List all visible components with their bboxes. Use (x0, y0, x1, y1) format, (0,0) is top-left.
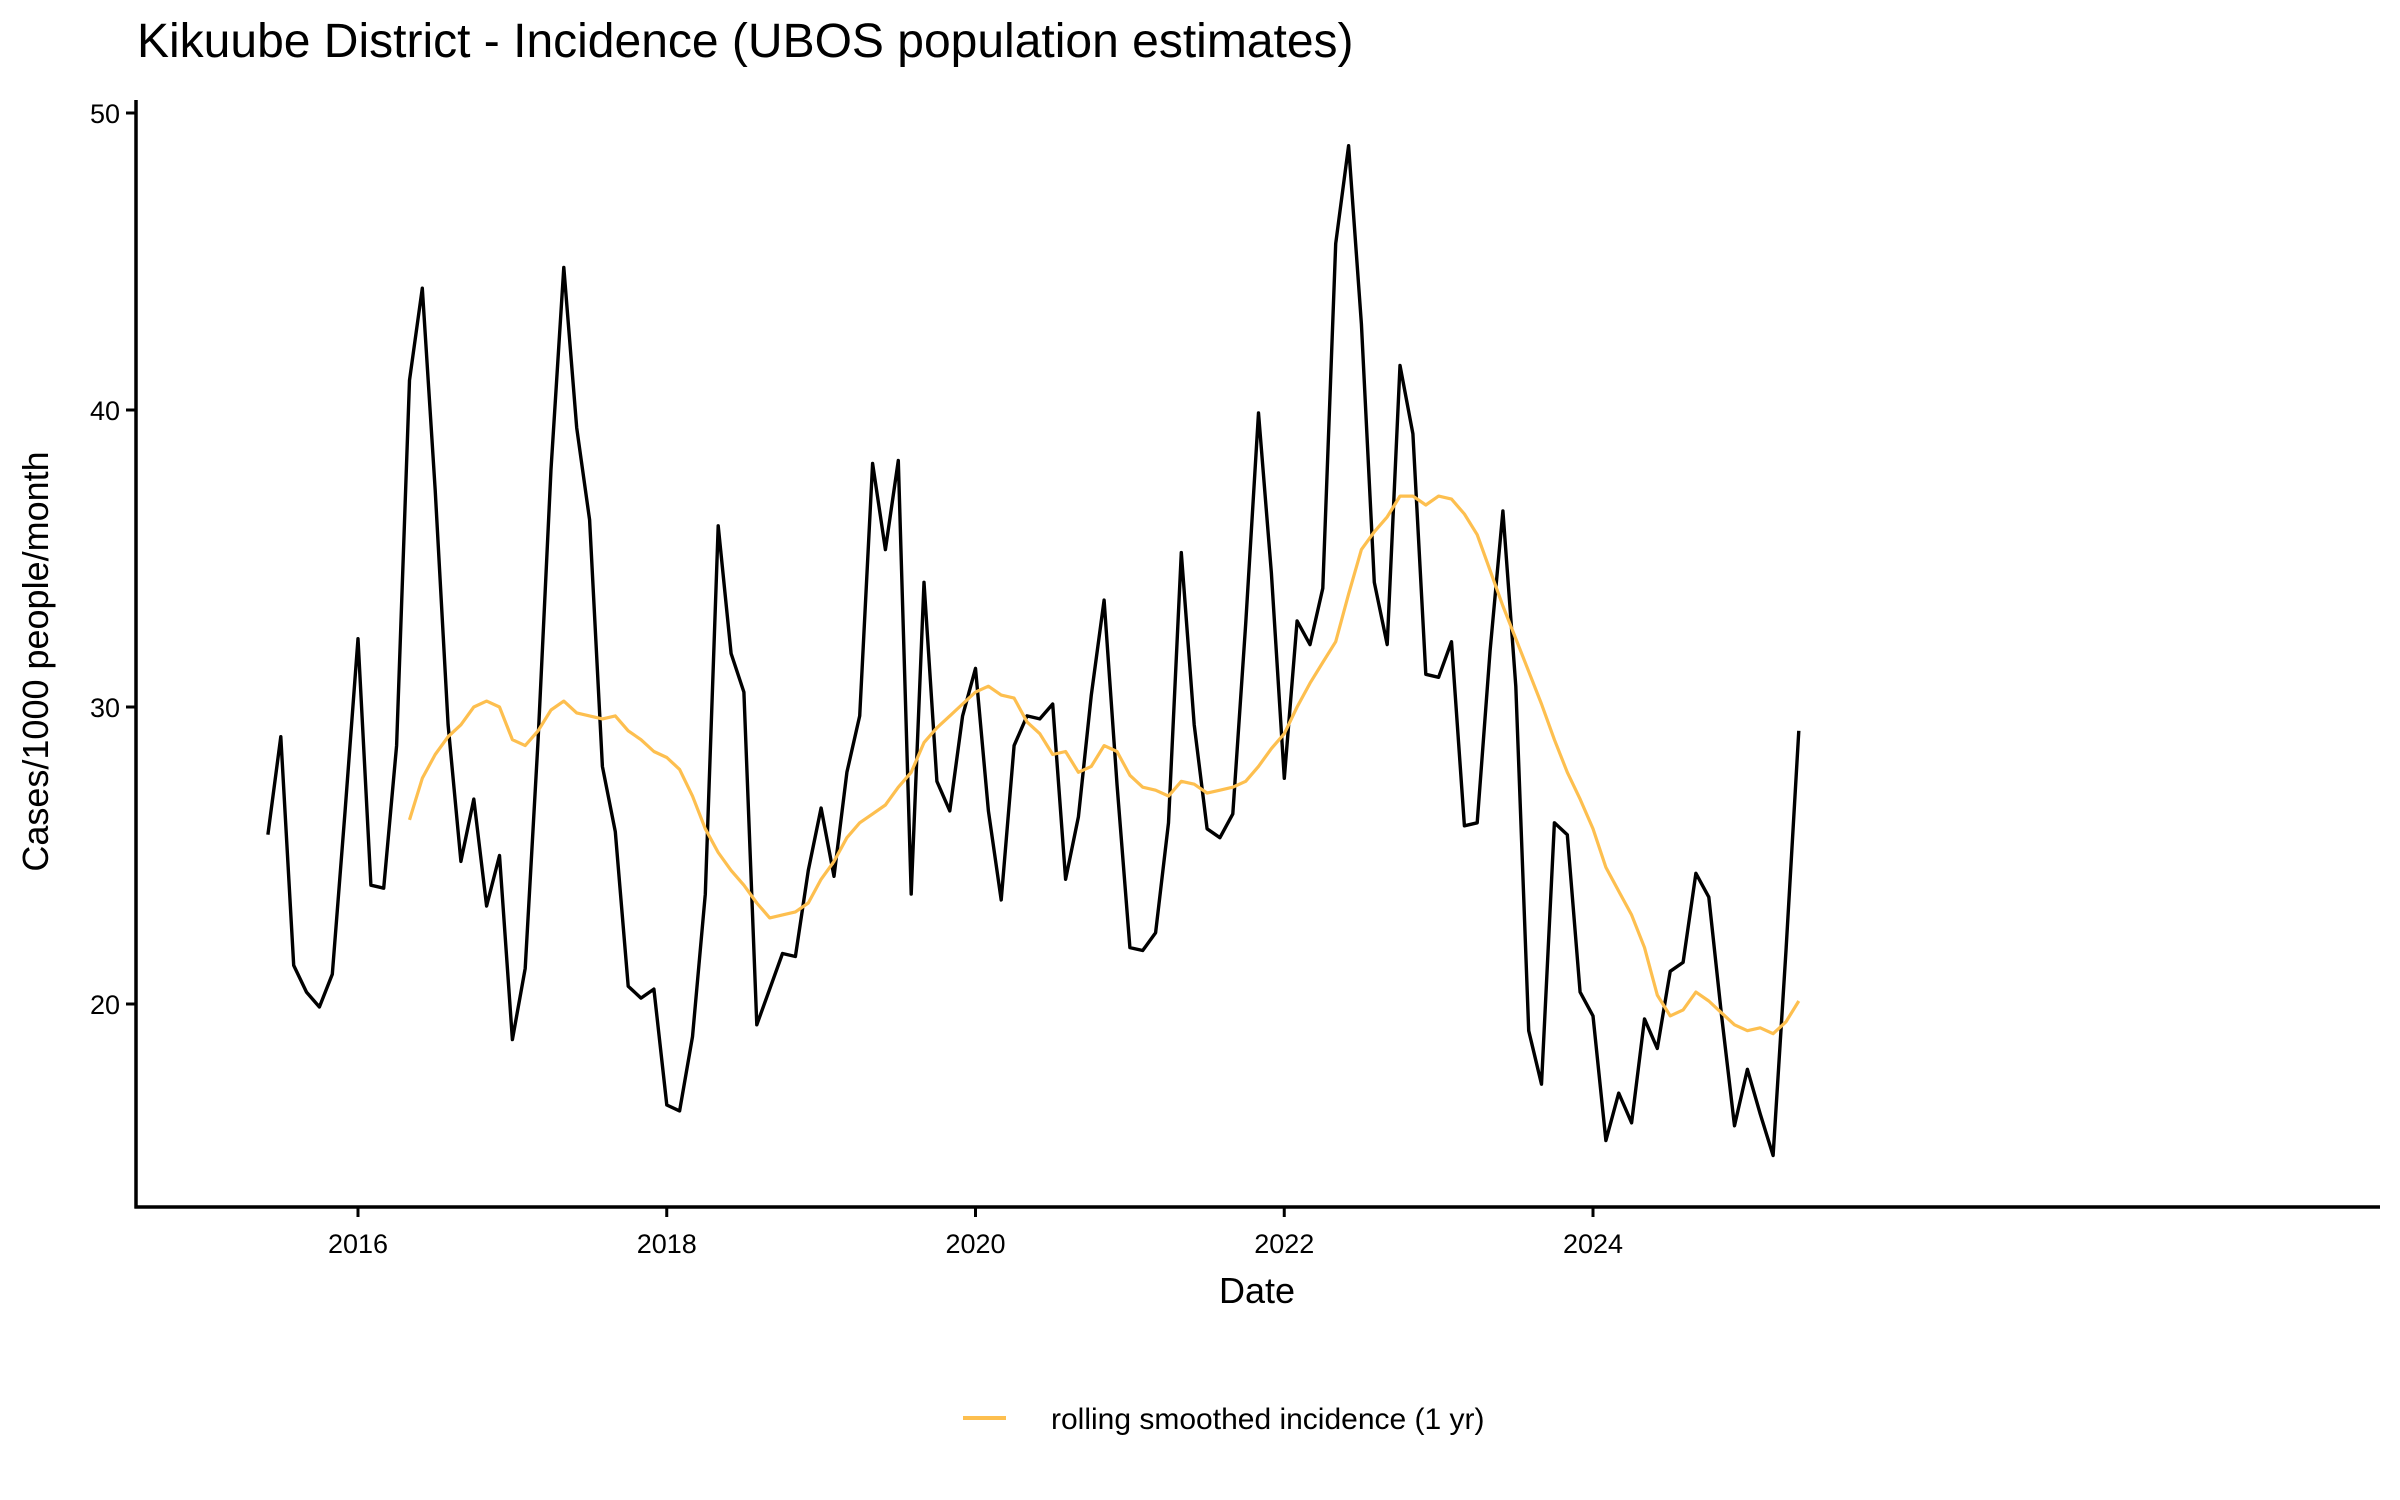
x-tick-label: 2016 (328, 1229, 388, 1259)
legend: rolling smoothed incidence (1 yr) (963, 1403, 1485, 1436)
y-tick-label: 40 (90, 396, 120, 426)
x-tick-label: 2020 (945, 1229, 1005, 1259)
y-tick-label: 50 (90, 99, 120, 129)
y-tick-label: 30 (90, 693, 120, 723)
x-tick-label: 2024 (1563, 1229, 1623, 1259)
x-tick-label: 2018 (637, 1229, 697, 1259)
x-tick-label: 2022 (1254, 1229, 1314, 1259)
plot-lines (266, 143, 1801, 1158)
chart-title: Kikuube District - Incidence (UBOS popul… (137, 15, 1354, 68)
y-axis-title: Cases/1000 people/month (15, 451, 56, 871)
legend-label-rolling: rolling smoothed incidence (1 yr) (1051, 1403, 1485, 1436)
y-axis-ticks: 20 30 40 50 (90, 99, 136, 1020)
series-line-rolling-smoothed (407, 494, 1801, 1036)
y-tick-label: 20 (90, 990, 120, 1020)
series-line-incidence (266, 143, 1801, 1158)
x-axis-title: Date (1219, 1270, 1295, 1311)
x-axis-ticks: 2016 2018 2020 2022 2024 (328, 1207, 1623, 1259)
